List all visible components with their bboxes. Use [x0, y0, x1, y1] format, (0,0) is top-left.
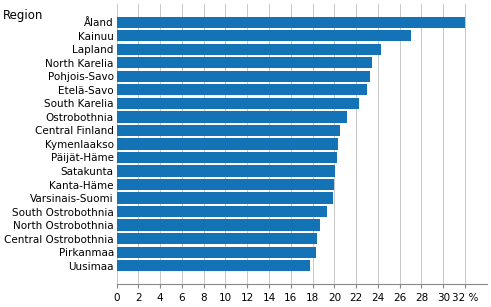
- Bar: [116, 247, 316, 258]
- Bar: [116, 111, 348, 122]
- Bar: [116, 44, 381, 55]
- Bar: [116, 233, 317, 244]
- Bar: [116, 220, 320, 231]
- Bar: [116, 138, 338, 150]
- Bar: [116, 98, 359, 109]
- Bar: [116, 192, 333, 204]
- Bar: [116, 125, 340, 136]
- Bar: [116, 84, 367, 95]
- Bar: [116, 57, 373, 68]
- Bar: [116, 71, 370, 82]
- Bar: [116, 206, 327, 217]
- Bar: [116, 260, 310, 271]
- Text: Region: Region: [2, 9, 43, 22]
- Bar: [116, 30, 410, 41]
- Bar: [116, 179, 334, 190]
- Bar: [116, 17, 465, 28]
- Bar: [116, 152, 336, 163]
- Bar: [116, 165, 335, 177]
